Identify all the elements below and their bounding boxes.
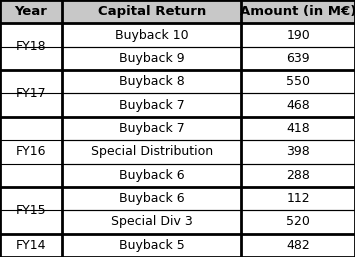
Text: 482: 482 bbox=[286, 239, 310, 252]
Bar bbox=[62, 163, 241, 187]
Text: Year: Year bbox=[15, 5, 48, 18]
Text: Amount (in M€): Amount (in M€) bbox=[240, 5, 355, 18]
Text: FY17: FY17 bbox=[16, 87, 47, 100]
Bar bbox=[241, 234, 355, 257]
Text: FY16: FY16 bbox=[16, 145, 46, 158]
Bar bbox=[241, 140, 355, 163]
Bar bbox=[0, 234, 62, 257]
Bar bbox=[62, 70, 241, 94]
Bar bbox=[241, 117, 355, 140]
Text: Buyback 10: Buyback 10 bbox=[115, 29, 189, 42]
Bar bbox=[0, 187, 62, 234]
Bar bbox=[241, 47, 355, 70]
Text: 418: 418 bbox=[286, 122, 310, 135]
Text: FY15: FY15 bbox=[16, 204, 47, 217]
Bar bbox=[0, 117, 62, 187]
Bar bbox=[241, 187, 355, 210]
Bar bbox=[62, 0, 241, 23]
Bar bbox=[0, 70, 62, 117]
Text: FY14: FY14 bbox=[16, 239, 46, 252]
Bar bbox=[241, 163, 355, 187]
Bar bbox=[0, 23, 62, 70]
Text: 288: 288 bbox=[286, 169, 310, 182]
Bar bbox=[62, 117, 241, 140]
Bar bbox=[62, 23, 241, 47]
Text: Buyback 6: Buyback 6 bbox=[119, 192, 185, 205]
Bar bbox=[241, 94, 355, 117]
Bar bbox=[0, 0, 62, 23]
Text: 398: 398 bbox=[286, 145, 310, 158]
Bar bbox=[62, 140, 241, 163]
Bar bbox=[62, 187, 241, 210]
Text: Special Div 3: Special Div 3 bbox=[111, 215, 193, 228]
Bar bbox=[62, 47, 241, 70]
Text: 520: 520 bbox=[286, 215, 310, 228]
Bar bbox=[241, 70, 355, 94]
Text: 190: 190 bbox=[286, 29, 310, 42]
Text: 468: 468 bbox=[286, 99, 310, 112]
Text: 112: 112 bbox=[286, 192, 310, 205]
Text: Buyback 7: Buyback 7 bbox=[119, 99, 185, 112]
Text: Capital Return: Capital Return bbox=[98, 5, 206, 18]
Text: Buyback 8: Buyback 8 bbox=[119, 75, 185, 88]
Text: Special Distribution: Special Distribution bbox=[91, 145, 213, 158]
Bar bbox=[241, 23, 355, 47]
Bar bbox=[62, 210, 241, 234]
Bar bbox=[241, 0, 355, 23]
Text: 550: 550 bbox=[286, 75, 310, 88]
Text: 639: 639 bbox=[286, 52, 310, 65]
Text: Buyback 5: Buyback 5 bbox=[119, 239, 185, 252]
Text: Buyback 9: Buyback 9 bbox=[119, 52, 185, 65]
Text: Buyback 7: Buyback 7 bbox=[119, 122, 185, 135]
Bar bbox=[241, 210, 355, 234]
Text: Buyback 6: Buyback 6 bbox=[119, 169, 185, 182]
Bar bbox=[62, 234, 241, 257]
Text: FY18: FY18 bbox=[16, 40, 47, 53]
Bar bbox=[62, 94, 241, 117]
